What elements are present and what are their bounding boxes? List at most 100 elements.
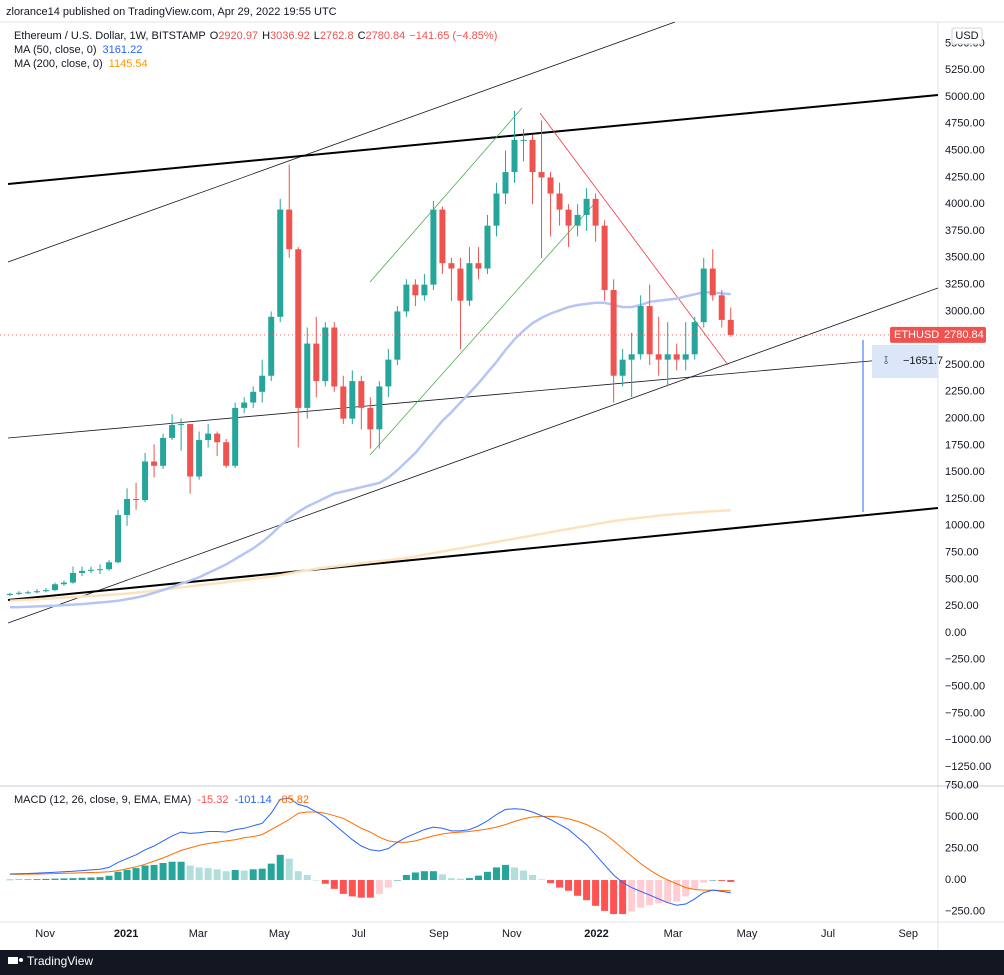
y-tick-label: 4250.00 [945,171,985,183]
candle-body [466,263,473,301]
histogram-bar [159,863,167,881]
candle-body [421,284,428,296]
x-tick-label: 2021 [114,928,138,940]
candle-body [196,440,203,477]
y-tick-label: 3000.00 [945,305,985,317]
ma-value: 1145.54 [109,58,148,70]
y-tick-label: 2250.00 [945,386,985,398]
histogram-bar [141,865,149,881]
ma-name: MA (200, close, 0) [14,58,103,70]
histogram-bar [511,867,519,881]
candle-body [691,322,698,355]
candle-body [151,461,158,466]
histogram-bar [601,880,609,911]
candle-body [88,569,95,571]
y-tick-label: −1000.00 [945,734,991,746]
y-tick-label: 4750.00 [945,118,985,130]
measure-label: −1651.7 [903,355,943,367]
candle-body [259,375,266,392]
candle-body [232,407,239,466]
candle-body [133,499,140,501]
candle-body [97,569,104,571]
y-tick-label: 500.00 [945,811,979,823]
histogram-bar [610,880,618,915]
histogram-bar [222,871,230,881]
candle-body [655,354,662,360]
ohlc-letter: O [210,30,219,42]
channel-line [369,107,523,283]
candle-body [385,359,392,387]
histogram-bar [637,880,645,908]
candle-body [376,386,383,430]
candle-body [322,327,329,382]
candle-body [448,263,455,269]
candle-body [24,592,31,594]
price-badge-symbol: ETHUSD [894,329,939,341]
trend-line [7,507,938,601]
histogram-bar [384,880,392,888]
histogram-bar [547,880,555,884]
ma200-legend: MA (200, close, 0) 1145.54 [14,58,148,70]
histogram-bar [538,879,546,881]
histogram-bar [664,880,672,903]
histogram-bar [718,880,726,881]
moving-average [9,290,731,609]
histogram-bar [375,880,383,894]
y-tick-label: 3500.00 [945,252,985,264]
y-tick-label: 3750.00 [945,225,985,237]
histogram-bar [483,871,491,881]
histogram-bar [285,858,293,881]
candle-body [727,319,734,335]
y-tick-label: 5000.00 [945,91,985,103]
candle-body [637,306,644,355]
histogram-bar [330,880,338,889]
histogram-value: -15.32 [197,794,228,806]
candle-body [187,423,194,477]
drawings [7,22,938,624]
y-tick-label: 1250.00 [945,493,985,505]
histogram-bar [231,869,239,881]
candle-body [169,425,176,438]
signal-line [9,811,731,892]
histogram-bar [321,880,329,884]
y-tick-label: 500.00 [945,573,979,585]
histogram-bar [366,880,374,898]
x-tick-label: Sep [898,928,918,940]
candle-body [709,268,716,296]
candle-body [565,209,572,226]
histogram-bar [655,880,663,904]
y-tick-label: −1250.00 [945,761,991,773]
x-tick-label: Jul [821,928,835,940]
histogram-bar [51,878,59,881]
trend-line [7,22,676,263]
histogram-bar [646,880,654,906]
y-tick-label: 2000.00 [945,413,985,425]
candle-body [574,214,581,226]
histogram-bar [628,880,636,912]
macd-value: -101.14 [234,794,271,806]
histogram-bar [393,880,401,881]
x-tick-label: Mar [189,928,208,940]
histogram-bar [592,880,600,906]
ohlc-letter: C [358,30,366,42]
price-badge-value: 2780.84 [944,329,984,341]
histogram-bar [186,865,194,881]
y-tick-label: 1500.00 [945,466,985,478]
candle-body [42,590,49,592]
candle-body [205,433,212,441]
histogram-bar [402,874,410,881]
candle-body [358,381,365,408]
x-tick-label: Mar [664,928,683,940]
histogram-bar [276,854,284,881]
candle-body [142,461,149,501]
candle-body [367,407,374,430]
histogram-bar [303,874,311,881]
histogram-bar [574,880,582,896]
footer-logo [19,958,23,962]
histogram-bar [411,872,419,881]
candle-body [115,515,122,563]
histogram-bar [96,877,104,881]
histogram-bar [33,879,41,881]
candle-body [331,327,338,387]
